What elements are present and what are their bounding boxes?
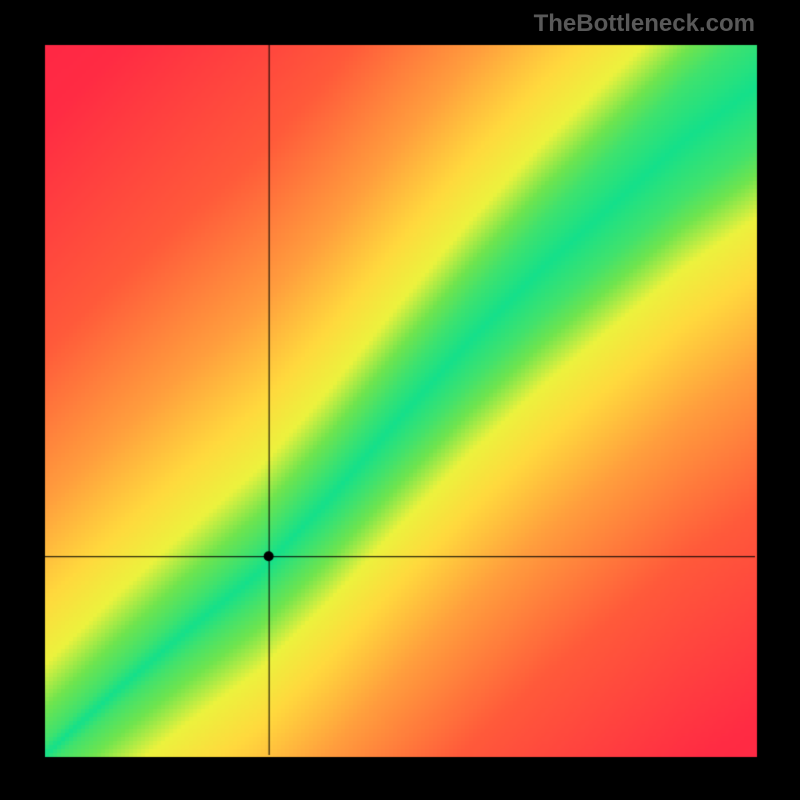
bottleneck-heatmap	[0, 0, 800, 800]
watermark-text: TheBottleneck.com	[534, 10, 755, 38]
